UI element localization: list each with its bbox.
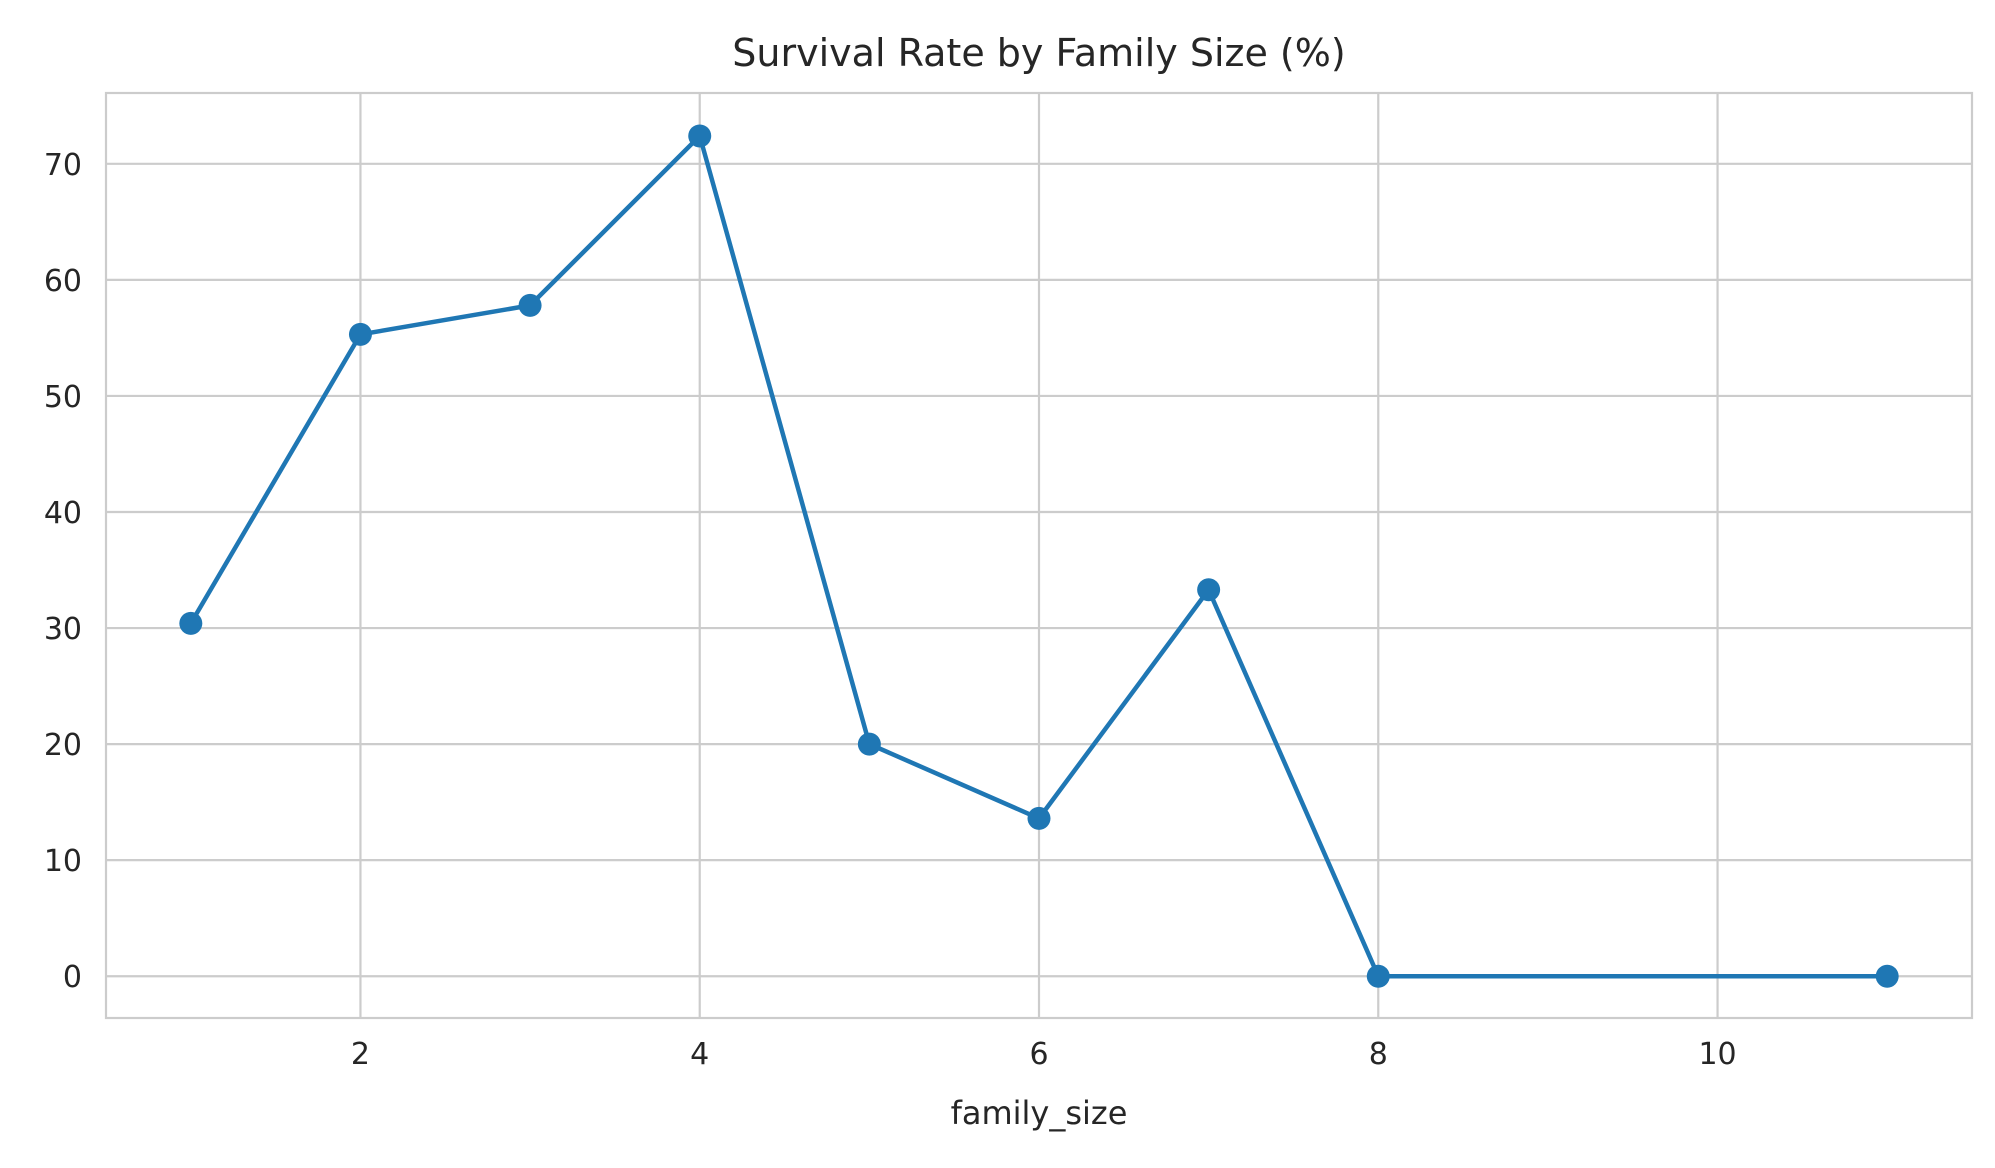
y-tick-label: 60 bbox=[44, 264, 82, 299]
x-tick-label: 8 bbox=[1369, 1037, 1388, 1072]
data-point-4 bbox=[688, 124, 712, 148]
data-point-7 bbox=[1197, 578, 1221, 602]
data-point-5 bbox=[857, 732, 881, 756]
x-axis-label: family_size bbox=[951, 1094, 1128, 1132]
y-tick-label: 40 bbox=[44, 496, 82, 531]
x-tick-label: 2 bbox=[351, 1037, 370, 1072]
data-series bbox=[179, 124, 1899, 988]
x-tick-label: 4 bbox=[690, 1037, 709, 1072]
x-tick-label: 10 bbox=[1698, 1037, 1736, 1072]
plot-area-frame bbox=[104, 91, 1974, 1020]
data-point-6 bbox=[1027, 806, 1051, 830]
axis-ticks: 2 4 6 8 10 0 10 20 30 40 50 60 70 bbox=[44, 148, 1737, 1072]
data-point-3 bbox=[518, 293, 542, 317]
y-tick-label: 10 bbox=[44, 844, 82, 879]
data-point-11 bbox=[1875, 964, 1899, 988]
y-tick-label: 70 bbox=[44, 148, 82, 183]
y-tick-label: 0 bbox=[63, 960, 82, 995]
data-point-1 bbox=[179, 611, 203, 635]
y-tick-label: 30 bbox=[44, 612, 82, 647]
y-tick-label: 20 bbox=[44, 728, 82, 763]
x-tick-label: 6 bbox=[1029, 1037, 1048, 1072]
grid bbox=[106, 93, 1972, 1018]
data-point-8 bbox=[1366, 964, 1390, 988]
data-point-2 bbox=[348, 322, 372, 346]
y-tick-label: 50 bbox=[44, 380, 82, 415]
chart-title: Survival Rate by Family Size (%) bbox=[732, 31, 1345, 75]
